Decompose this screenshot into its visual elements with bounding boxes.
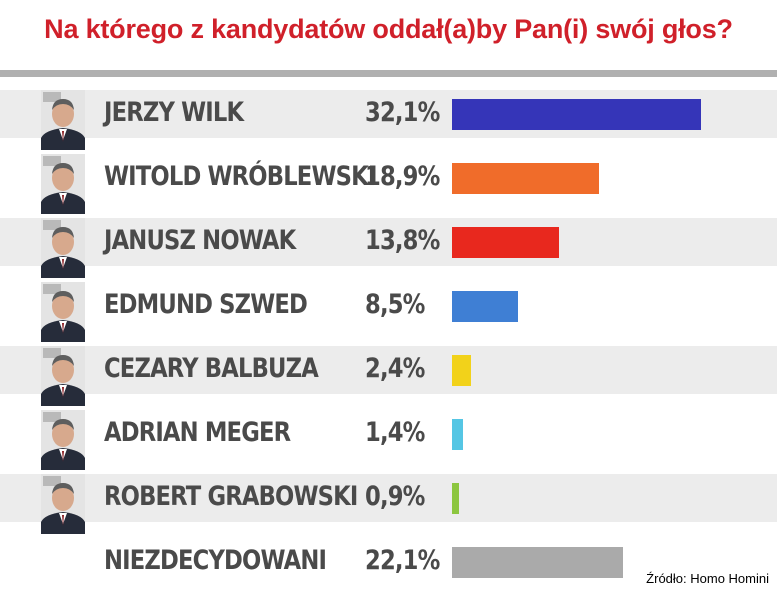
- bar: [452, 419, 463, 450]
- candidate-name-label: WITOLD WRÓBLEWSKI: [104, 161, 376, 192]
- candidate-photo: [41, 410, 85, 470]
- candidate-row: EDMUND SZWED 8,5%: [0, 282, 777, 342]
- bar-value-label: 0,9%: [365, 481, 425, 512]
- candidate-row: ROBERT GRABOWSKI 0,9%: [0, 474, 777, 534]
- candidate-photo: [41, 154, 85, 214]
- candidate-name-label: NIEZDECYDOWANI: [104, 545, 327, 576]
- candidate-row: JANUSZ NOWAK 13,8%: [0, 218, 777, 278]
- bar: [452, 355, 471, 386]
- candidate-row: JERZY WILK 32,1%: [0, 90, 777, 150]
- bar-value-label: 2,4%: [365, 353, 425, 384]
- bar: [452, 99, 701, 130]
- candidate-name-label: ADRIAN MEGER: [104, 417, 291, 448]
- candidate-photo: [41, 282, 85, 342]
- bar: [452, 227, 559, 258]
- candidate-photo: [41, 346, 85, 406]
- source-note: Źródło: Homo Homini: [646, 571, 769, 586]
- bar-value-label: 1,4%: [365, 417, 425, 448]
- candidate-name-label: CEZARY BALBUZA: [104, 353, 319, 384]
- bar: [452, 483, 459, 514]
- candidate-name-label: JERZY WILK: [104, 97, 244, 128]
- candidate-row: NIEZDECYDOWANI 22,1%: [0, 538, 777, 586]
- candidate-name-label: ROBERT GRABOWSKI: [104, 481, 358, 512]
- candidate-row: WITOLD WRÓBLEWSKI 18,9%: [0, 154, 777, 214]
- candidate-name-label: EDMUND SZWED: [104, 289, 308, 320]
- bar: [452, 291, 518, 322]
- bar-value-label: 13,8%: [365, 225, 440, 256]
- bar-value-label: 18,9%: [365, 161, 440, 192]
- chart-title: Na którego z kandydatów oddał(a)by Pan(i…: [44, 14, 733, 44]
- title-divider: [0, 70, 777, 77]
- bar-value-label: 32,1%: [365, 97, 440, 128]
- candidate-photo: [41, 218, 85, 278]
- candidate-row: ADRIAN MEGER 1,4%: [0, 410, 777, 470]
- bar-value-label: 22,1%: [365, 545, 440, 576]
- bar-value-label: 8,5%: [365, 289, 425, 320]
- bar: [452, 547, 623, 578]
- candidate-photo: [41, 90, 85, 150]
- candidate-name-label: JANUSZ NOWAK: [104, 225, 296, 256]
- bar: [452, 163, 599, 194]
- candidate-photo: [41, 474, 85, 534]
- candidate-row: CEZARY BALBUZA 2,4%: [0, 346, 777, 406]
